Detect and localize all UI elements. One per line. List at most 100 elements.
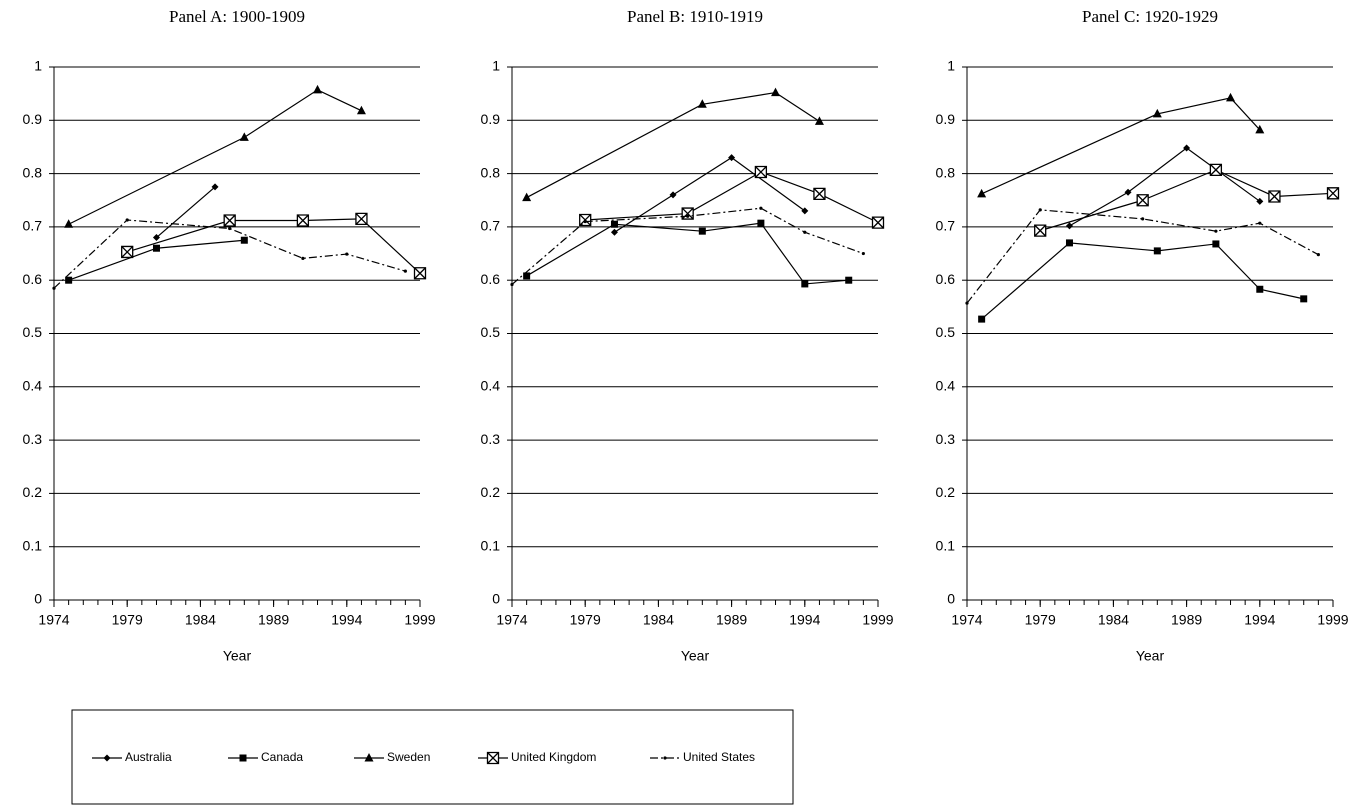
y-tick-label: 0.5	[936, 324, 956, 340]
series-line	[614, 156, 806, 233]
series-line	[526, 91, 820, 199]
x-tick-label: 1999	[404, 612, 435, 628]
marker	[978, 315, 986, 323]
legend-label: United States	[683, 750, 755, 764]
x-tick-label: 1994	[1244, 612, 1275, 628]
x-tick-label: 1979	[1025, 612, 1056, 628]
marker	[1209, 163, 1223, 177]
marker	[1316, 253, 1320, 257]
y-tick-label: 0.5	[23, 324, 43, 340]
marker	[1255, 124, 1265, 134]
x-tick-label: 1974	[496, 612, 527, 628]
marker	[1183, 144, 1191, 152]
y-tick-label: 0.3	[23, 431, 43, 447]
x-tick-label: 1999	[1317, 612, 1348, 628]
marker	[583, 219, 587, 224]
marker	[1038, 208, 1042, 212]
marker	[486, 751, 500, 765]
marker	[861, 251, 865, 256]
marker	[413, 267, 427, 280]
marker	[663, 756, 667, 760]
x-tick-label: 1989	[716, 612, 747, 628]
marker	[64, 219, 74, 228]
marker	[1152, 108, 1162, 118]
legend-label: Australia	[125, 750, 172, 764]
marker	[801, 207, 809, 215]
marker	[510, 282, 514, 287]
y-tick-label: 1	[947, 58, 955, 74]
marker	[771, 87, 781, 97]
marker	[211, 183, 219, 191]
x-tick-label: 1974	[951, 612, 982, 628]
marker	[65, 276, 73, 284]
marker	[803, 230, 807, 234]
y-tick-label: 0.7	[936, 218, 956, 234]
x-tick-label: 1979	[570, 612, 601, 628]
marker	[757, 219, 765, 227]
legend-label: Canada	[261, 750, 303, 764]
series-line	[981, 242, 1304, 320]
marker	[403, 269, 407, 273]
marker	[103, 754, 111, 762]
y-tick-label: 0.9	[23, 111, 43, 127]
series-line	[511, 207, 864, 285]
y-tick-label: 0.2	[936, 484, 956, 500]
marker	[355, 212, 368, 226]
series-line	[1069, 147, 1261, 227]
y-tick-label: 0.3	[936, 431, 956, 447]
marker	[1153, 247, 1161, 255]
series-line	[981, 97, 1261, 195]
y-tick-label: 0.8	[23, 164, 43, 180]
series-line	[585, 171, 879, 224]
marker	[523, 272, 531, 280]
x-tick-label: 1979	[112, 612, 143, 628]
marker	[228, 226, 232, 231]
marker	[345, 252, 349, 256]
series-line	[53, 219, 406, 289]
legend-label: Sweden	[387, 750, 430, 764]
x-tick-label: 1989	[258, 612, 289, 628]
marker	[125, 218, 129, 222]
marker	[152, 244, 160, 252]
marker	[1326, 187, 1340, 200]
series-line	[966, 209, 1319, 304]
x-tick-label: 1994	[331, 612, 362, 628]
marker	[223, 214, 236, 227]
marker	[728, 154, 736, 162]
marker	[698, 227, 706, 235]
series-line	[156, 186, 216, 239]
marker	[1256, 285, 1264, 293]
y-tick-label: 0.2	[23, 484, 43, 500]
x-tick-label: 1974	[38, 612, 69, 628]
y-tick-label: 0.1	[23, 537, 43, 553]
y-tick-label: 0.3	[481, 431, 501, 447]
legend-box	[71, 709, 794, 805]
marker	[814, 116, 824, 125]
marker	[801, 280, 809, 288]
marker	[1065, 222, 1073, 230]
marker	[240, 236, 248, 244]
series-line	[68, 89, 362, 225]
marker	[313, 84, 323, 94]
marker	[1256, 197, 1264, 205]
x-tick-label: 1994	[789, 612, 820, 628]
marker	[239, 132, 249, 141]
y-tick-label: 1	[492, 58, 500, 74]
y-tick-label: 0.4	[23, 378, 43, 394]
marker	[1212, 240, 1220, 248]
marker	[845, 276, 853, 284]
y-tick-label: 0.6	[23, 271, 43, 287]
marker	[871, 216, 885, 229]
marker	[52, 286, 56, 290]
marker	[1065, 239, 1073, 247]
marker	[121, 245, 134, 259]
y-tick-label: 0.8	[936, 164, 956, 180]
marker	[1268, 190, 1281, 203]
marker	[977, 188, 987, 198]
y-tick-label: 0.7	[23, 218, 43, 234]
marker	[754, 165, 768, 179]
y-tick-label: 0.6	[481, 271, 501, 287]
marker	[1214, 229, 1218, 233]
y-tick-label: 1	[34, 58, 42, 74]
